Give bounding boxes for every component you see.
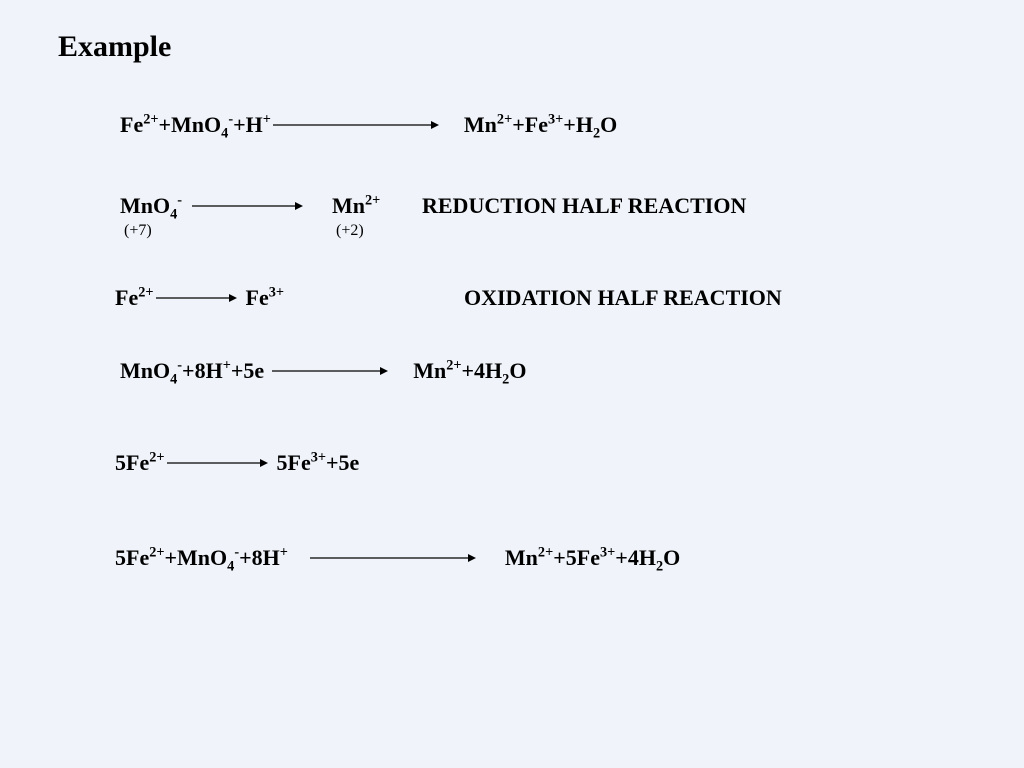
- plus-sign: +: [233, 112, 246, 138]
- plus-sign: +: [231, 358, 244, 384]
- species-fe3plus: Fe3+: [525, 112, 564, 138]
- reaction-arrow-icon: [154, 292, 234, 304]
- reaction-arrow-icon: [190, 200, 300, 212]
- species-5fe3plus: 5Fe3+: [566, 545, 616, 571]
- species-fe2plus: Fe2+: [115, 285, 154, 311]
- species-fe2plus: Fe2+: [120, 112, 159, 138]
- oxidation-label: Oxidation half reaction: [464, 285, 782, 311]
- plus-sign: +: [239, 545, 252, 571]
- plus-sign: +: [615, 545, 628, 571]
- species-4h2o: 4H2O: [474, 358, 526, 384]
- species-mno4minus: MnO4-: [120, 193, 190, 219]
- species-4h2o: 4H2O: [628, 545, 680, 571]
- reaction-arrow-icon: [271, 119, 436, 131]
- species-mn2plus: Mn2+: [413, 358, 461, 384]
- oxstate-mn2: (+2): [336, 222, 364, 240]
- species-5fe2plus: 5Fe2+: [115, 545, 165, 571]
- species-8hplus: 8H+: [252, 545, 288, 571]
- reaction-arrow-icon: [165, 457, 265, 469]
- species-mn2plus: Mn2+: [332, 193, 422, 219]
- oxstate-mno4: (+7): [124, 222, 152, 240]
- eq-overall-unbalanced: Fe2+ + MnO4- + H+ Mn2+ + Fe3+ + H2O: [120, 112, 617, 138]
- species-plus5e: +5e: [326, 450, 359, 476]
- plus-sign: +: [512, 112, 525, 138]
- plus-sign: +: [165, 545, 178, 571]
- species-h2o: H2O: [576, 112, 617, 138]
- plus-sign: +: [563, 112, 576, 138]
- species-5fe2plus: 5Fe2+: [115, 450, 165, 476]
- species-mn2plus: Mn2+: [464, 112, 512, 138]
- plus-sign: +: [182, 358, 195, 384]
- slide: Example Fe2+ + MnO4- + H+ Mn2+ + Fe3+ + …: [0, 0, 1024, 768]
- species-fe3plus: Fe3+: [246, 285, 285, 311]
- plus-sign: +: [553, 545, 566, 571]
- slide-title: Example: [58, 30, 171, 64]
- eq-oxidation-half: Fe2+ Fe3+ Oxidation half reaction: [115, 285, 782, 311]
- plus-sign: +: [461, 358, 474, 384]
- eq-overall-balanced: 5Fe2+ + MnO4- + 8H+ Mn2+ + 5Fe3+ + 4H2O: [115, 545, 680, 571]
- reaction-arrow-icon: [308, 552, 473, 564]
- species-mno4minus: MnO4-: [171, 112, 233, 138]
- eq-reduction-half: MnO4- Mn2+ Reduction half reaction: [120, 193, 746, 219]
- species-mno4minus: MnO4-: [120, 358, 182, 384]
- species-hplus: H+: [246, 112, 271, 138]
- plus-sign: +: [159, 112, 172, 138]
- species-5e: 5e: [243, 358, 264, 384]
- species-5fe3plus: 5Fe3+: [277, 450, 327, 476]
- reaction-arrow-icon: [270, 365, 385, 377]
- reduction-label: Reduction half reaction: [422, 193, 746, 219]
- eq-oxidation-balanced: 5Fe2+ 5Fe3+ +5e: [115, 450, 359, 476]
- species-mno4minus: MnO4-: [177, 545, 239, 571]
- species-8hplus: 8H+: [195, 358, 231, 384]
- eq-reduction-balanced: MnO4- + 8H+ + 5e Mn2+ + 4H2O: [120, 358, 526, 384]
- species-mn2plus: Mn2+: [505, 545, 553, 571]
